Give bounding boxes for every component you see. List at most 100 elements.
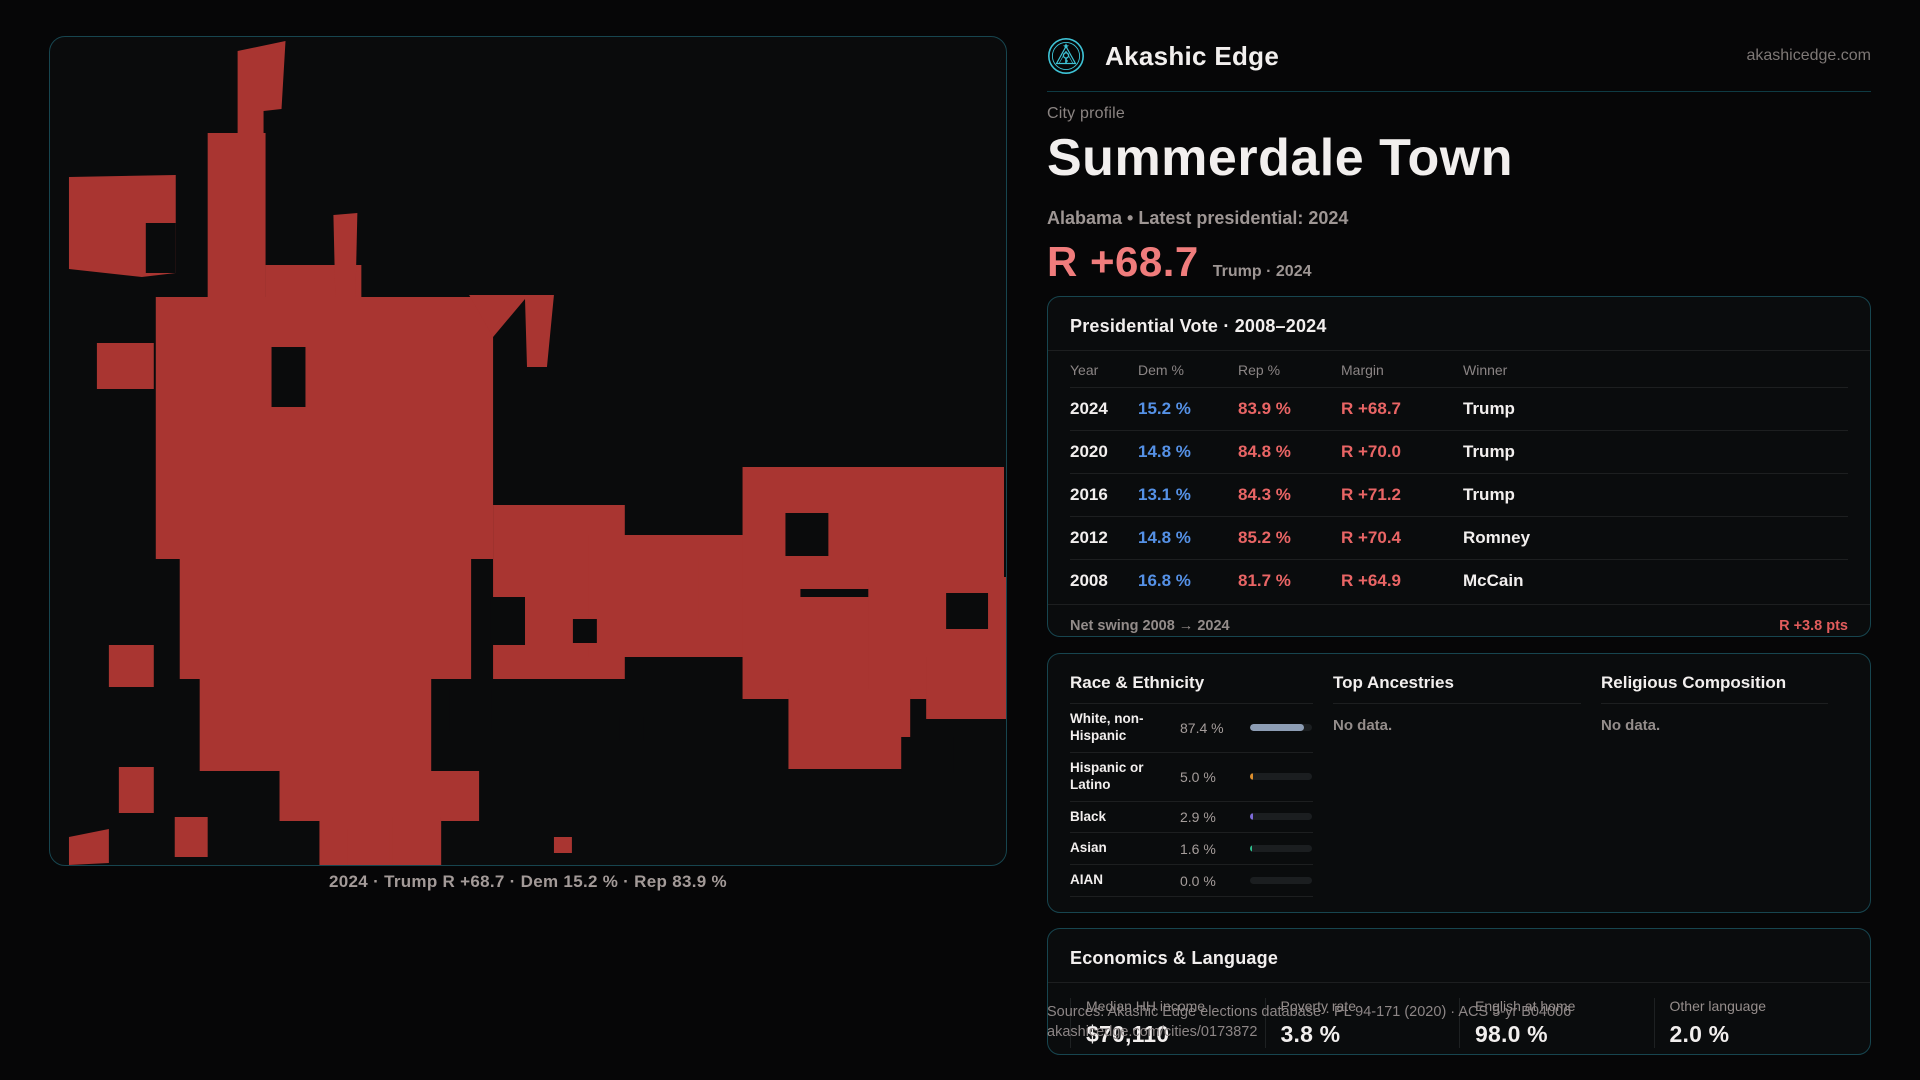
table-row: 2024 15.2 % 83.9 % R +68.7 Trump <box>1070 387 1848 431</box>
race-value: 87.4 % <box>1180 719 1224 736</box>
race-bar-fill <box>1250 845 1252 853</box>
cell-margin: R +71.2 <box>1341 473 1463 517</box>
cell-winner: Trump <box>1463 473 1848 517</box>
headline-margin-value: R +68.7 <box>1047 238 1199 285</box>
stat-poverty-rate: Poverty rate 3.8 % <box>1264 998 1460 1048</box>
brand-header: Akashic Edge akashicedge.com <box>1047 37 1871 75</box>
cell-year: 2024 <box>1070 387 1138 431</box>
cell-dem: 16.8 % <box>1138 571 1191 590</box>
cell-margin: R +70.4 <box>1341 516 1463 560</box>
race-bar-fill <box>1250 813 1253 821</box>
vote-card-title: Presidential Vote · 2008–2024 <box>1070 316 1327 336</box>
cell-winner: McCain <box>1463 571 1524 590</box>
column-header-rep: Rep % <box>1238 351 1341 388</box>
race-bar <box>1250 845 1312 853</box>
cell-dem: 13.1 % <box>1138 473 1238 517</box>
page-subtitle: Alabama • Latest presidential: 2024 <box>1047 208 1349 228</box>
stat-label: Median HH income <box>1086 998 1206 1014</box>
brand-name: Akashic Edge <box>1105 40 1280 71</box>
net-swing-value: R +3.8 pts <box>1779 618 1848 634</box>
cell-margin: R +68.7 <box>1341 387 1463 431</box>
cell-year: 2020 <box>1070 430 1138 474</box>
religion-empty-state: No data. <box>1601 717 1661 734</box>
cell-dem: 14.8 % <box>1138 516 1238 560</box>
race-ethnicity-section: Race & Ethnicity White, non-Hispanic 87.… <box>1070 673 1333 898</box>
cell-rep: 85.2 % <box>1238 516 1341 560</box>
cell-rep: 83.9 % <box>1238 387 1341 431</box>
race-bar-fill <box>1250 724 1305 732</box>
race-label: Hispanic or Latino <box>1070 759 1144 792</box>
demographics-card: Race & Ethnicity White, non-Hispanic 87.… <box>1047 653 1871 913</box>
stat-value: 3.8 % <box>1280 1021 1341 1047</box>
economics-card: Economics & Language Median HH income $7… <box>1047 928 1871 1055</box>
city-permalink[interactable]: akashicedge.com/cities/0173872 <box>1047 1024 1258 1040</box>
cell-dem: 14.8 % <box>1138 430 1238 474</box>
cell-margin: R +70.0 <box>1341 430 1463 474</box>
race-row: Asian 1.6 % <box>1070 833 1313 866</box>
cell-winner: Trump <box>1463 430 1848 474</box>
town-boundary-shape <box>68 41 1006 865</box>
race-value: 5.0 % <box>1180 768 1216 785</box>
cell-winner: Trump <box>1463 387 1848 431</box>
race-label: White, non-Hispanic <box>1070 711 1144 743</box>
table-row: 2020 14.8 % 84.8 % R +70.0 Trump <box>1070 430 1848 474</box>
race-label: Black <box>1070 808 1107 824</box>
cell-winner: Romney <box>1463 516 1848 560</box>
cell-year: 2012 <box>1070 516 1138 560</box>
presidential-vote-table: Year Dem % Rep % Margin Winner 2024 15.2… <box>1070 351 1848 602</box>
economics-card-title: Economics & Language <box>1070 948 1279 968</box>
table-row: 2012 14.8 % 85.2 % R +70.4 Romney <box>1070 516 1848 560</box>
column-header-margin: Margin <box>1341 351 1463 388</box>
page-title: Summerdale Town <box>1047 129 1513 187</box>
race-bar <box>1250 724 1312 732</box>
cell-margin: R +64.9 <box>1341 571 1402 590</box>
page-kicker: City profile <box>1047 105 1125 122</box>
race-bar-fill <box>1250 773 1254 781</box>
cell-rep: 84.8 % <box>1238 430 1341 474</box>
net-swing-label: Net swing 2008 → 2024 <box>1070 618 1230 634</box>
race-row: AIAN 0.0 % <box>1070 865 1313 898</box>
religion-section-title: Religious Composition <box>1601 673 1828 704</box>
divider <box>1048 982 1870 983</box>
akashic-emblem-icon <box>1047 37 1085 75</box>
stat-value: 98.0 % <box>1475 1021 1548 1047</box>
stat-other-language: Other language 2.0 % <box>1653 998 1849 1048</box>
race-row: Hispanic or Latino 5.0 % <box>1070 753 1313 802</box>
economics-stats-row: Median HH income $70,110 Poverty rate 3.… <box>1070 998 1848 1048</box>
stat-label: Other language <box>1669 998 1767 1014</box>
table-row: 2008 16.8 % 81.7 % R +64.9 McCain <box>1070 560 1848 603</box>
ancestries-empty-state: No data. <box>1333 717 1393 734</box>
town-boundary-map <box>49 36 1007 866</box>
stat-label: English at home <box>1475 998 1576 1014</box>
race-value: 1.6 % <box>1180 840 1216 857</box>
cell-rep: 81.7 % <box>1238 571 1291 590</box>
race-label: Asian <box>1070 840 1107 856</box>
race-bar <box>1250 773 1312 781</box>
headline-margin-context: Trump · 2024 <box>1212 263 1312 280</box>
column-header-winner: Winner <box>1463 351 1848 388</box>
map-caption: 2024 · Trump R +68.7 · Dem 15.2 % · Rep … <box>329 872 727 891</box>
race-bar <box>1250 813 1312 821</box>
cell-dem: 15.2 % <box>1138 387 1238 431</box>
cell-rep: 84.3 % <box>1238 473 1341 517</box>
header-divider <box>1047 91 1871 92</box>
headline-margin-row: R +68.7 Trump · 2024 <box>1047 238 1311 286</box>
table-row: 2016 13.1 % 84.3 % R +71.2 Trump <box>1070 473 1848 517</box>
brand-domain-link[interactable]: akashicedge.com <box>1746 47 1871 64</box>
cell-year: 2008 <box>1070 571 1108 590</box>
stat-median-income: Median HH income $70,110 <box>1070 998 1265 1048</box>
race-row: Black 2.9 % <box>1070 802 1313 834</box>
city-profile-panel: Akashic Edge akashicedge.com City profil… <box>1047 0 1871 1080</box>
race-label: AIAN <box>1070 872 1103 888</box>
presidential-vote-card: Presidential Vote · 2008–2024 Year Dem %… <box>1047 296 1871 637</box>
cell-year: 2016 <box>1070 473 1138 517</box>
race-value: 2.9 % <box>1180 808 1216 825</box>
stat-label: Poverty rate <box>1280 998 1356 1014</box>
race-bar <box>1250 877 1312 885</box>
stat-value: 2.0 % <box>1669 1021 1730 1047</box>
race-section-title: Race & Ethnicity <box>1070 673 1313 704</box>
table-header-row: Year Dem % Rep % Margin Winner <box>1070 351 1848 388</box>
divider <box>1048 350 1870 351</box>
stat-value: $70,110 <box>1086 1021 1170 1047</box>
net-swing-row: Net swing 2008 → 2024 R +3.8 pts <box>1048 604 1870 634</box>
